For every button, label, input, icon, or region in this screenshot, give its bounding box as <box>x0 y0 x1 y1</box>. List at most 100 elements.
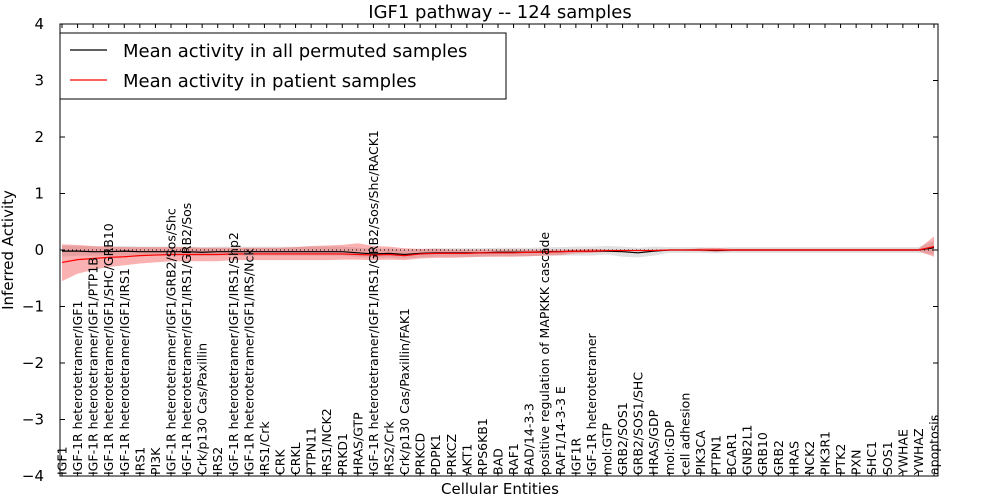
x-tick-label: IGF-1R heterotetramer/IGF1 <box>70 301 85 475</box>
patient-point <box>123 256 125 258</box>
legend: Mean activity in all permuted samples Me… <box>59 32 507 100</box>
x-tick-label: GRB2 <box>771 440 786 475</box>
x-tick-label: IGF-1R heterotetramer/IGF1/IRS1/Shp2 <box>226 232 241 475</box>
x-tick-label: IGF-1R heterotetramer/IGF1/IRS1 <box>117 268 132 475</box>
patient-point <box>855 249 857 251</box>
x-tick-label: NCK2 <box>802 441 817 475</box>
x-tick-label: GNB2L1 <box>740 425 755 475</box>
patient-point <box>481 252 483 254</box>
patient-point <box>699 249 701 251</box>
patient-point <box>621 249 623 251</box>
patient-point <box>886 249 888 251</box>
x-tick-label: HRAS/GTP <box>350 412 365 475</box>
patient-point <box>139 254 141 256</box>
x-tick-label: IRS1/Crk <box>257 421 272 475</box>
x-tick-label: BAD <box>491 448 506 475</box>
x-tick-label: PIK3R1 <box>818 431 833 475</box>
patient-point <box>326 253 328 255</box>
patient-point <box>668 249 670 251</box>
x-tick-label: RAF1/14-3-3 E <box>553 386 568 475</box>
x-tick-label: GRB10 <box>755 432 770 475</box>
x-tick-label: PTPN1 <box>709 435 724 475</box>
x-tick-label: PTK2 <box>833 444 848 475</box>
x-tick-label: IGF-1R heterotetramer/IGF1/IRS1/GRB2/Sos <box>179 203 194 475</box>
x-tick-label: PDPK1 <box>428 434 443 475</box>
x-tick-label: YWHAZ <box>911 428 926 476</box>
permuted-point <box>154 250 156 252</box>
x-tick-label: GRB2/SOS1/SHC <box>631 372 646 475</box>
y-tick-label: 3 <box>34 72 44 90</box>
y-axis-title: Inferred Activity <box>0 190 17 310</box>
x-tick-label: IGF-1R heterotetramer/IGF1/PTP1B <box>86 257 101 475</box>
x-tick-label: IGF-1R heterotetramer/IGF1/IRS/Nck <box>241 248 256 475</box>
x-tick-label: mol:GDP <box>662 420 677 475</box>
patient-point <box>793 249 795 251</box>
patient-point <box>279 253 281 255</box>
x-tick-label: mol:GTP <box>600 423 615 475</box>
patient-point <box>388 253 390 255</box>
permuted-point <box>637 252 639 254</box>
patient-point <box>263 253 265 255</box>
x-tick-label: RPS6KB1 <box>475 418 490 475</box>
patient-point <box>559 250 561 252</box>
patient-point <box>76 258 78 260</box>
patient-point <box>528 251 530 253</box>
patient-point <box>871 249 873 251</box>
x-tick-label: SHC1 <box>864 441 879 475</box>
x-tick-label: PRKD1 <box>335 433 350 475</box>
patient-point <box>466 252 468 254</box>
x-tick-label: CRKL <box>288 442 303 475</box>
patient-point <box>933 245 935 247</box>
series-line-layer <box>61 245 935 264</box>
patient-point <box>61 261 63 263</box>
x-tick-label: RAF1 <box>506 443 521 475</box>
x-tick-label: HRAS <box>786 441 801 475</box>
patient-point <box>341 253 343 255</box>
patient-point <box>839 249 841 251</box>
patient-point <box>762 249 764 251</box>
patient-point <box>512 252 514 254</box>
x-tick-label: positive regulation of MAPKKK cascade <box>537 232 552 475</box>
y-tick-label: 1 <box>34 185 44 203</box>
patient-point <box>201 253 203 255</box>
permuted-point <box>123 250 125 252</box>
patient-point <box>684 249 686 251</box>
patient-band-layer <box>62 236 934 282</box>
patient-point <box>497 252 499 254</box>
x-tick-label: IGF-1R heterotetramer/IGF1/IRS1/GRB2/Sos… <box>366 130 381 475</box>
x-tick-label: AKT1 <box>459 444 474 475</box>
x-tick-label: SOS1 <box>880 441 895 475</box>
patient-point <box>902 249 904 251</box>
patient-band <box>62 236 934 282</box>
permuted-point <box>279 250 281 252</box>
permuted-point <box>326 250 328 252</box>
patient-point <box>653 249 655 251</box>
x-tick-label: Crk/p130 Cas/Paxillin <box>195 343 210 475</box>
x-tick-label: IRS2 <box>210 447 225 475</box>
chart-title: IGF1 pathway -- 124 samples <box>368 2 631 23</box>
patient-point <box>310 253 312 255</box>
x-tick-label: CRK <box>273 449 288 475</box>
x-tick-label: HRAS/GDP <box>646 409 661 475</box>
x-tick-label: cell adhesion <box>677 393 692 475</box>
x-tick-label: GRB2/SOS1 <box>615 402 630 475</box>
patient-point <box>715 249 717 251</box>
permuted-point <box>294 250 296 252</box>
patient-point <box>606 249 608 251</box>
x-tick-label: apoptosis <box>927 415 942 475</box>
patient-point <box>746 249 748 251</box>
x-tick-label: PI3K <box>148 447 163 475</box>
patient-point <box>637 249 639 251</box>
x-tick-label: PXN <box>849 450 864 475</box>
patient-point <box>590 250 592 252</box>
y-tick-label: 0 <box>34 241 44 259</box>
patient-point <box>575 250 577 252</box>
legend-label-patient: Mean activity in patient samples <box>123 71 417 92</box>
y-tick-label: −2 <box>22 354 44 372</box>
x-axis-title: Cellular Entities <box>441 480 559 498</box>
x-tick-label: IRS1/NCK2 <box>319 408 334 475</box>
patient-point <box>917 249 919 251</box>
y-tick-label: −1 <box>22 298 44 316</box>
patient-point <box>808 249 810 251</box>
